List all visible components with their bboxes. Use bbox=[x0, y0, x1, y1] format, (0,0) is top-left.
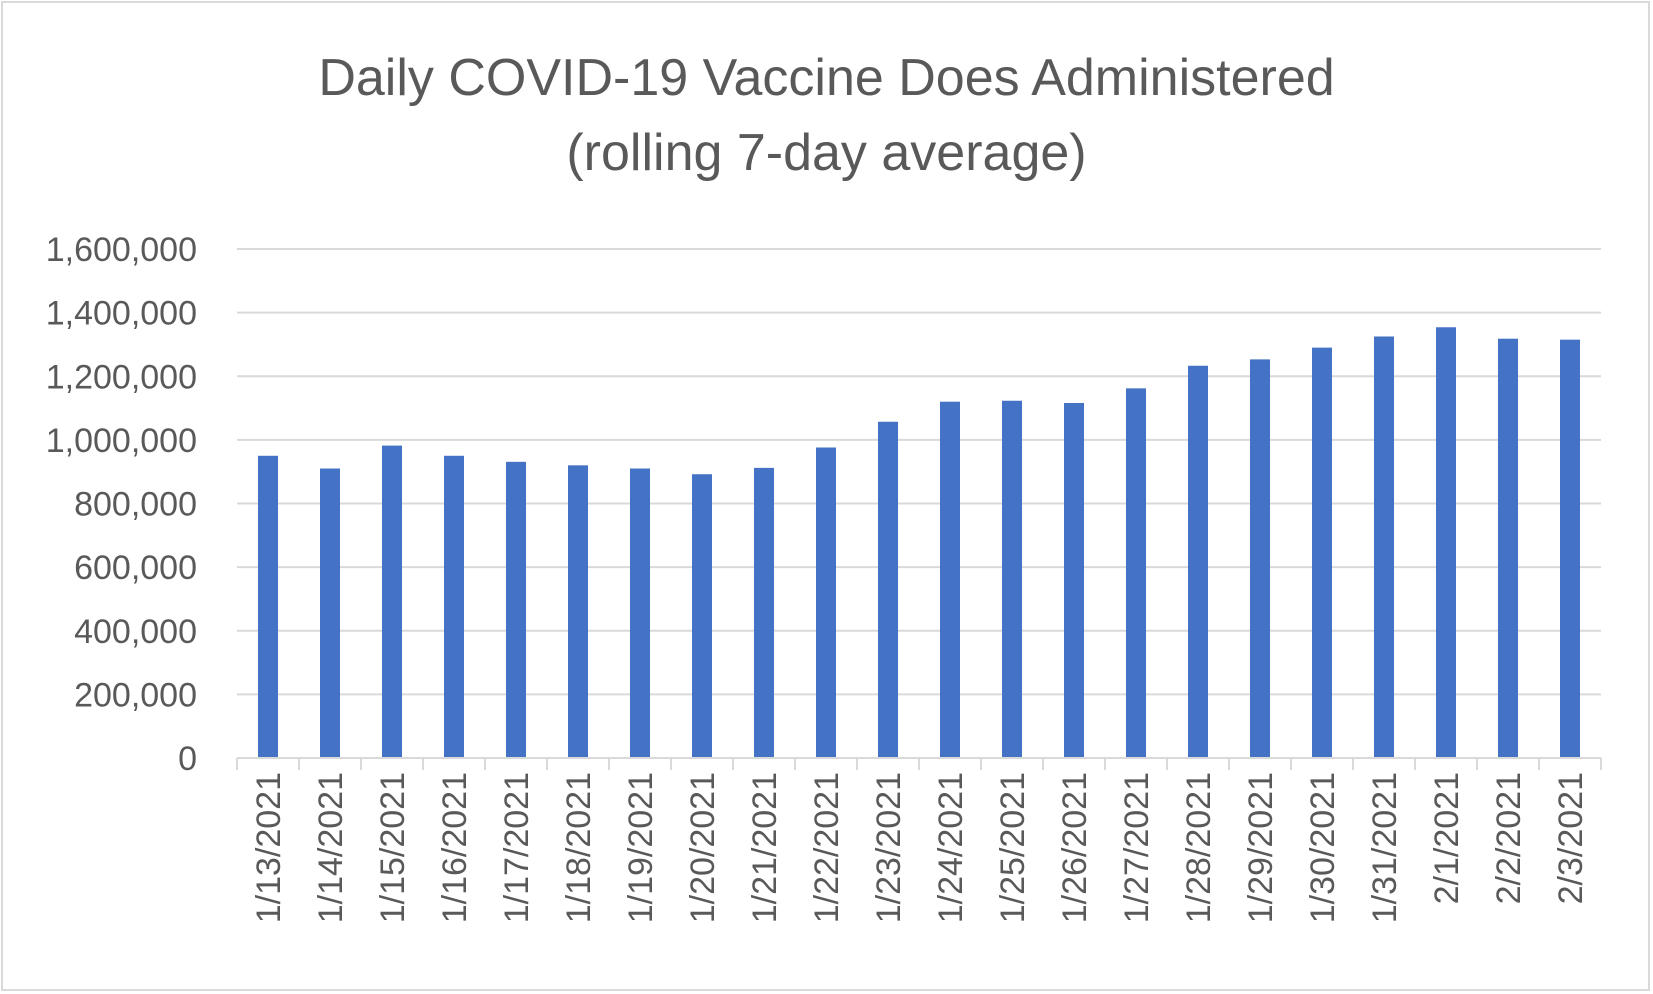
bar bbox=[568, 465, 588, 758]
x-tick-label: 1/13/2021 bbox=[250, 772, 288, 923]
bar bbox=[320, 468, 340, 758]
bar bbox=[506, 461, 526, 758]
x-tick-label: 1/23/2021 bbox=[870, 772, 908, 923]
bar bbox=[1374, 336, 1394, 758]
x-tick-label: 1/27/2021 bbox=[1118, 772, 1156, 923]
bar bbox=[940, 401, 960, 758]
bar bbox=[444, 455, 464, 758]
bar bbox=[1188, 365, 1208, 758]
x-tick-label: 1/21/2021 bbox=[746, 772, 784, 923]
x-tick-label: 1/31/2021 bbox=[1366, 772, 1404, 923]
bar-series bbox=[258, 327, 1580, 758]
y-tick-label: 600,000 bbox=[74, 549, 197, 587]
y-tick-label: 1,000,000 bbox=[46, 422, 197, 460]
y-tick-label: 1,200,000 bbox=[46, 358, 197, 396]
bar bbox=[1250, 359, 1270, 758]
x-tick-label: 1/18/2021 bbox=[560, 772, 598, 923]
y-tick-label: 200,000 bbox=[74, 676, 197, 714]
bar bbox=[382, 445, 402, 758]
y-tick-label: 1,400,000 bbox=[46, 295, 197, 333]
bar bbox=[692, 474, 712, 758]
bar bbox=[1002, 400, 1022, 758]
bar bbox=[630, 468, 650, 758]
x-tick-label: 1/29/2021 bbox=[1242, 772, 1280, 923]
bar bbox=[816, 447, 836, 758]
x-tick-label: 1/25/2021 bbox=[994, 772, 1032, 923]
x-tick-label: 2/2/2021 bbox=[1490, 772, 1528, 904]
y-tick-label: 1,600,000 bbox=[46, 231, 197, 269]
x-tick-label: 1/22/2021 bbox=[808, 772, 846, 923]
x-tick-label: 1/17/2021 bbox=[498, 772, 536, 923]
x-tick-label: 1/24/2021 bbox=[932, 772, 970, 923]
x-tick-label: 1/30/2021 bbox=[1304, 772, 1342, 923]
x-tick-label: 1/14/2021 bbox=[312, 772, 350, 923]
x-tick-label: 1/19/2021 bbox=[622, 772, 660, 923]
x-tick-label: 1/20/2021 bbox=[684, 772, 722, 923]
bar bbox=[1498, 338, 1518, 758]
y-tick-label: 0 bbox=[178, 740, 197, 778]
x-tick-label: 1/16/2021 bbox=[436, 772, 474, 923]
y-axis-labels: 0 200,000 400,000 600,000 800,000 1,000,000 1,… bbox=[46, 231, 197, 778]
bar bbox=[1312, 347, 1332, 758]
bar bbox=[878, 421, 898, 758]
bar bbox=[258, 455, 278, 758]
bar bbox=[1126, 388, 1146, 758]
x-tick-label: 1/26/2021 bbox=[1056, 772, 1094, 923]
x-axis-labels: 1/13/2021 1/14/2021 1/15/2021 1/16/2021 1/17… bbox=[250, 772, 1590, 923]
gridlines bbox=[237, 248, 1601, 696]
x-axis bbox=[236, 757, 1602, 770]
x-tick-label: 1/15/2021 bbox=[374, 772, 412, 923]
chart-title: Daily COVID-19 Vaccine Does Administered bbox=[318, 49, 1335, 107]
x-tick-label: 2/3/2021 bbox=[1552, 772, 1590, 904]
bar bbox=[1436, 327, 1456, 758]
y-tick-label: 800,000 bbox=[74, 486, 197, 524]
y-tick-label: 400,000 bbox=[74, 613, 197, 651]
bar bbox=[754, 467, 774, 758]
x-tick-label: 1/28/2021 bbox=[1180, 772, 1218, 923]
bar bbox=[1064, 402, 1084, 758]
x-tick-label: 2/1/2021 bbox=[1428, 772, 1466, 904]
chart-subtitle: (rolling 7-day average) bbox=[566, 124, 1087, 182]
bar bbox=[1560, 339, 1580, 758]
